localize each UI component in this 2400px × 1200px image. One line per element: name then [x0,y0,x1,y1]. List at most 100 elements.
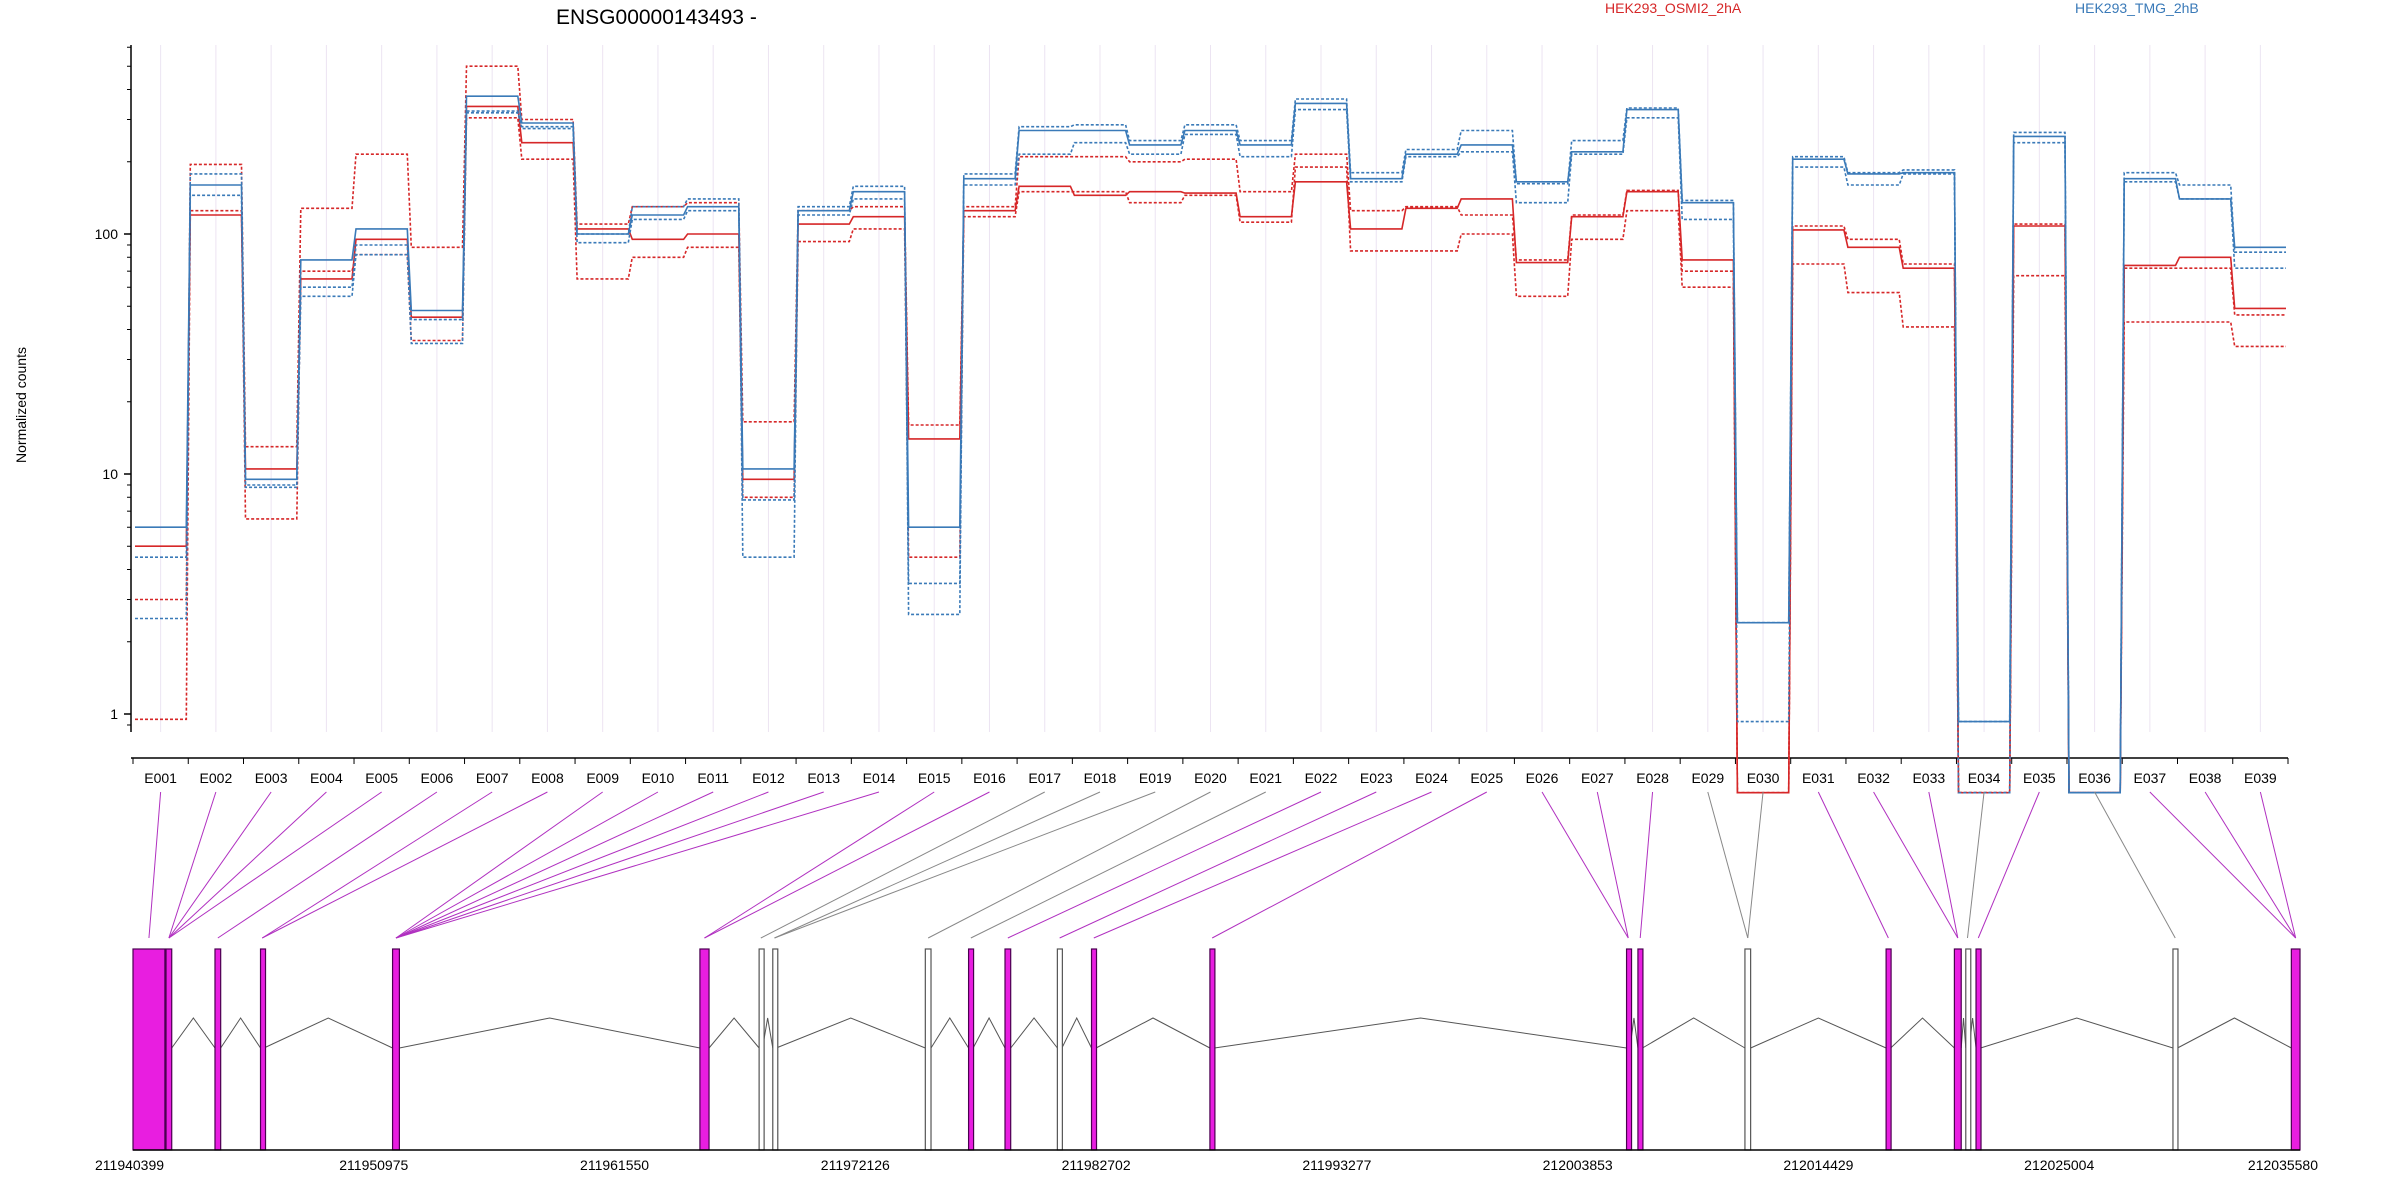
exon-connector [704,791,990,939]
exon-connector [395,791,824,939]
exon-block [772,948,779,1151]
exon-block [1885,948,1892,1151]
exon-block [1975,948,1982,1151]
exon-connector [1093,791,1432,939]
exon-connector [704,791,935,939]
gene-model [132,948,2301,1151]
exon-connector [168,791,382,939]
coord-label: 212025004 [2024,1157,2094,1173]
intron-line [1214,1017,1627,1049]
coord-label: 211961550 [580,1157,649,1173]
exon-label: E007 [476,770,509,786]
exon-block [924,948,932,1151]
exon-label: E001 [144,770,177,786]
coord-label: 212035580 [2248,1157,2318,1173]
exon-connector [168,791,217,939]
exon-connector [1977,791,2040,939]
intron-line [1642,1017,1746,1049]
exon-block [1744,948,1752,1151]
intron-line [1750,1017,1887,1049]
exon-connector [168,791,272,939]
exon-block [1625,948,1633,1151]
axes: 1 10 100 [95,45,2289,764]
exon-label: E005 [365,770,398,786]
exon-block [967,948,975,1151]
intron-line [930,1017,970,1049]
intron-line [1010,1017,1058,1049]
coord-label: 212003853 [1543,1157,1613,1173]
coordinate-labels: 211940399 211950975 211961550 211972126 2119… [95,1149,2318,1173]
exon-label: E025 [1470,770,1503,786]
exon-label: E004 [310,770,343,786]
coord-label: 211940399 [95,1157,164,1173]
exon-label: E003 [255,770,288,786]
exon-label: E010 [642,770,675,786]
intron-line [972,1016,1006,1049]
chart-title: ENSG00000143493 - [556,6,757,29]
exon-label: E039 [2244,770,2277,786]
legend-series-b: HEK293_TMG_2hB [2075,0,2199,16]
exon-label: E024 [1415,770,1448,786]
exon-label: E029 [1691,770,1724,786]
exon-label: E012 [752,770,785,786]
exon-label: E036 [2078,770,2111,786]
exon-block [758,948,765,1151]
coord-label: 211982702 [1062,1157,1131,1173]
exon-label: E017 [1028,770,1061,786]
exon-label: E023 [1360,770,1393,786]
exon-label: E015 [918,770,951,786]
exon-connector [148,791,162,939]
exon-label: E031 [1802,770,1835,786]
series-5 [135,98,2286,794]
exon-connector [927,791,1211,939]
exon-label: E011 [697,770,729,786]
intron-line [776,1017,926,1049]
exon-connector [261,791,548,939]
exon-connector [1966,791,1985,939]
exon-block [1637,948,1644,1151]
exon-label: E016 [973,770,1006,786]
series-1 [135,65,2286,794]
exon-connector [1007,791,1322,939]
series-line [135,108,2286,794]
exon-connector [395,791,714,939]
series-4 [135,108,2286,794]
exon-label: E034 [1968,770,2001,786]
exon-connector [168,791,327,939]
series-line [135,98,2286,794]
series-line [135,105,2286,794]
exon-connector [1817,791,1889,939]
exon-label: E014 [863,770,896,786]
exon-connector [1541,791,1629,939]
intron-line [1095,1017,1211,1049]
intron-line [708,1017,760,1049]
exon-label: E021 [1249,770,1282,786]
exon-connector [1059,791,1377,939]
intron-line [399,1017,701,1049]
exon-connector [774,791,1101,939]
exon-block [1004,948,1012,1151]
exon-label: E035 [2023,770,2056,786]
series-line [135,95,2286,794]
series-line [135,65,2286,794]
exon-block [699,948,710,1151]
exon-connector [2259,791,2297,939]
exon-connector [1596,791,1629,939]
y-tick-label: 100 [95,226,119,242]
series-3 [135,95,2286,794]
intron-line [220,1017,261,1049]
exon-connector [1873,791,1959,939]
y-tick-label: 10 [102,466,118,482]
exon-connector [1928,791,1959,939]
exon-grid [160,45,2261,732]
exon-label: E038 [2189,770,2222,786]
exon-connector [261,791,493,939]
intron-line [1061,1016,1092,1049]
exon-connector [395,791,603,939]
exon-label: E019 [1139,770,1172,786]
exon-block [1965,948,1972,1151]
exon-block [132,948,166,1151]
exon-block [214,948,222,1151]
exon-connector [1639,791,1654,939]
exon-label: E013 [807,770,840,786]
